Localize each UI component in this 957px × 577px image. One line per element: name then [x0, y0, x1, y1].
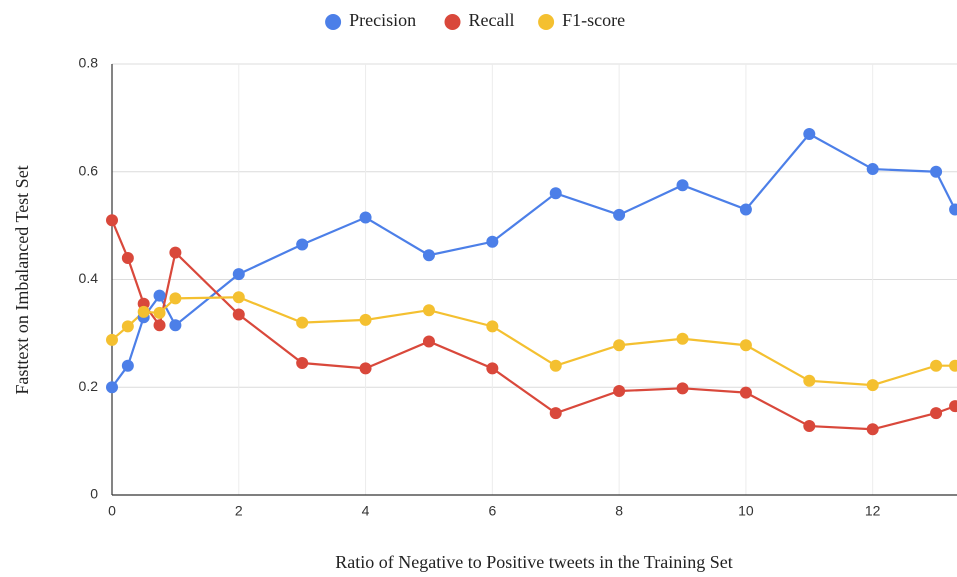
data-point — [153, 306, 166, 319]
data-point — [930, 165, 943, 178]
x-tick-label: 0 — [108, 503, 116, 519]
data-point — [613, 208, 626, 221]
data-point — [169, 246, 182, 259]
data-point — [613, 385, 626, 398]
data-point — [153, 319, 166, 332]
data-point — [949, 203, 957, 216]
data-point — [803, 128, 816, 141]
data-point — [866, 379, 879, 392]
x-tick-label: 8 — [615, 503, 623, 519]
data-point — [549, 359, 562, 372]
data-point — [486, 235, 499, 248]
data-point — [106, 381, 118, 394]
data-point — [296, 238, 309, 251]
data-point — [232, 291, 245, 304]
data-point — [866, 163, 879, 176]
data-point — [803, 374, 816, 387]
y-tick-label: 0.2 — [79, 378, 99, 394]
data-point — [296, 357, 309, 370]
data-point — [930, 407, 943, 420]
data-point — [486, 362, 499, 375]
x-axis-label: Ratio of Negative to Positive tweets in … — [335, 552, 732, 572]
data-point — [232, 268, 245, 281]
legend-label: Precision — [349, 10, 416, 30]
data-point — [613, 339, 626, 352]
y-tick-label: 0 — [90, 486, 98, 502]
data-point — [549, 187, 562, 200]
data-point — [739, 339, 752, 352]
data-point — [121, 251, 134, 264]
y-tick-label: 0.6 — [79, 162, 99, 178]
x-tick-label: 12 — [865, 503, 881, 519]
data-point — [739, 386, 752, 399]
legend-swatch — [325, 14, 342, 30]
data-point — [676, 179, 689, 192]
data-point — [949, 400, 957, 413]
legend-swatch — [538, 14, 555, 30]
data-point — [422, 304, 435, 317]
data-point — [153, 289, 166, 302]
data-point — [676, 332, 689, 345]
data-point — [549, 407, 562, 420]
data-point — [422, 249, 435, 262]
data-point — [949, 359, 957, 372]
y-axis-label: Fasttext on Imbalanced Test Set — [12, 165, 32, 394]
y-tick-label: 0.8 — [79, 55, 99, 71]
data-point — [106, 333, 118, 346]
data-point — [121, 320, 134, 333]
data-point — [359, 211, 372, 224]
data-point — [137, 305, 150, 318]
x-tick-label: 4 — [362, 503, 370, 519]
data-point — [359, 313, 372, 326]
data-point — [486, 320, 499, 333]
data-point — [359, 362, 372, 375]
data-point — [676, 382, 689, 395]
data-point — [169, 292, 182, 305]
data-point — [739, 203, 752, 216]
legend-swatch — [444, 14, 461, 30]
data-point — [232, 308, 245, 321]
data-point — [866, 423, 879, 436]
x-tick-label: 10 — [738, 503, 754, 519]
legend-label: Recall — [469, 10, 515, 30]
data-point — [296, 316, 309, 329]
x-tick-label: 6 — [488, 503, 496, 519]
y-tick-label: 0.4 — [79, 270, 99, 286]
legend-label: F1-score — [562, 10, 625, 30]
data-point — [169, 319, 182, 332]
data-point — [930, 359, 943, 372]
data-point — [803, 420, 816, 433]
x-tick-label: 2 — [235, 503, 243, 519]
data-point — [422, 335, 435, 348]
data-point — [121, 359, 134, 372]
data-point — [106, 214, 118, 227]
